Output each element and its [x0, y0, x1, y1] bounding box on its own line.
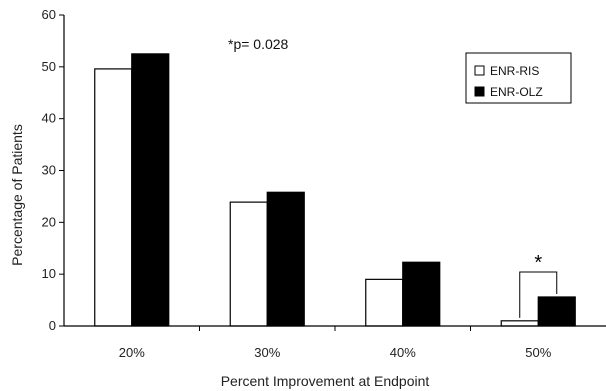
x-tick-label: 20%	[119, 345, 145, 360]
bar-enr-olz-40pct	[402, 261, 441, 327]
bar-enr-olz-20pct	[131, 53, 170, 327]
legend-label-enr-ris: ENR-RIS	[490, 64, 539, 78]
y-tick-label: 60	[42, 7, 56, 22]
x-tick-label: 30%	[254, 345, 280, 360]
legend-label-enr-olz: ENR-OLZ	[490, 85, 543, 99]
y-axis-title: Percentage of Patients	[9, 124, 25, 266]
significance-bracket: *	[519, 252, 558, 318]
legend-swatch-enr-ris	[474, 65, 485, 76]
bar-enr-ris-30pct	[229, 201, 268, 327]
bar-enr-ris-40pct	[365, 278, 404, 327]
y-tick-label: 0	[49, 318, 56, 333]
bar-enr-ris-20pct	[94, 68, 133, 327]
p-value-annotation: *p= 0.028	[228, 36, 289, 52]
significance-star: *	[534, 252, 542, 274]
bar-enr-olz-50pct	[537, 296, 576, 327]
x-axis-title: Percent Improvement at Endpoint	[221, 373, 430, 389]
y-tick-label: 20	[42, 214, 56, 229]
plot-area	[94, 53, 576, 327]
legend-swatch-enr-olz	[474, 86, 485, 97]
y-tick-label: 40	[42, 111, 56, 126]
y-axis: 0 10 20 30 40 50 60	[42, 7, 65, 333]
x-axis: 20% 30% 40% 50%	[64, 325, 606, 360]
bar-enr-olz-30pct	[266, 191, 305, 327]
significance-line	[519, 271, 558, 318]
x-tick-label: 50%	[525, 345, 551, 360]
y-tick-label: 50	[42, 59, 56, 74]
y-tick-label: 30	[42, 163, 56, 178]
x-tick-label: 40%	[390, 345, 416, 360]
legend: ENR-RIS ENR-OLZ	[465, 52, 572, 104]
y-tick-label: 10	[42, 266, 56, 281]
bar-enr-ris-50pct	[500, 320, 539, 327]
